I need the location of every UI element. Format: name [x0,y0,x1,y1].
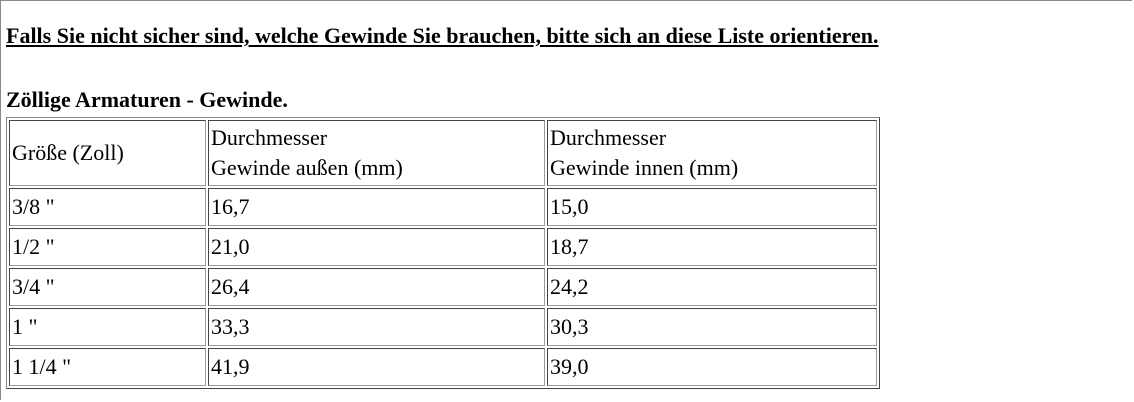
header-cell: Durchmesser Gewinde innen (mm) [547,120,877,186]
subheading: Zöllige Armaturen - Gewinde. [6,87,288,112]
table-row: 1 " 33,3 30,3 [9,308,877,346]
table-cell: 1 " [9,308,206,346]
table-row: 1 1/4 " 41,9 39,0 [9,348,877,386]
header-cell: Größe (Zoll) [9,120,206,186]
table-cell: 1 1/4 " [9,348,206,386]
table-cell: 21,0 [208,228,545,266]
table-cell: 39,0 [547,348,877,386]
table-cell: 26,4 [208,268,545,306]
table-cell: 3/4 " [9,268,206,306]
table-cell: 15,0 [547,188,877,226]
table-row: 1/2 " 21,0 18,7 [9,228,877,266]
header-text: Durchmesser [550,125,667,150]
thread-table: Größe (Zoll) Durchmesser Gewinde außen (mm… [6,117,880,389]
table-cell: 24,2 [547,268,877,306]
table-cell: 1/2 " [9,228,206,266]
table-row: 3/4 " 26,4 24,2 [9,268,877,306]
header-text: Gewinde innen (mm) [550,155,739,180]
table-cell: 3/8 " [9,188,206,226]
header-text: Durchmesser [211,125,328,150]
table-cell: 16,7 [208,188,545,226]
table-cell: 18,7 [547,228,877,266]
table-row: 3/8 " 16,7 15,0 [9,188,877,226]
header-row: Größe (Zoll) Durchmesser Gewinde außen (mm… [9,120,877,186]
header-text: Gewinde außen (mm) [211,155,403,180]
heading: Falls Sie nicht sicher sind, welche Gewi… [6,23,879,48]
header-cell: Durchmesser Gewinde außen (mm) [208,120,545,186]
table-cell: 30,3 [547,308,877,346]
table-cell: 41,9 [208,348,545,386]
header-text: Größe (Zoll) [12,140,124,165]
table-cell: 33,3 [208,308,545,346]
